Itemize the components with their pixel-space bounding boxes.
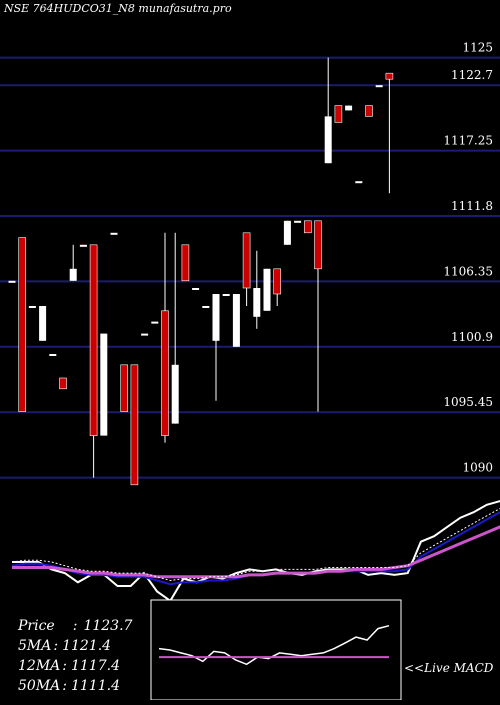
y-tick-label: 1106.35 (443, 264, 493, 278)
macd-frame (150, 599, 402, 701)
candle-body (242, 232, 251, 289)
chart-title: NSE 764HUDCO31_N8 munafasutra.pro (3, 2, 232, 15)
candle-body (365, 105, 373, 117)
candle-body (151, 321, 159, 324)
price-label: Price:1123.7 (17, 618, 133, 634)
candle-body (49, 354, 57, 356)
candle-body (212, 294, 220, 341)
y-tick-label: 1122.7 (451, 68, 493, 82)
ma50-label: 50MA:1111.4 (18, 678, 120, 694)
candle-body (110, 232, 118, 235)
candle-body (253, 288, 261, 317)
candle-body (89, 244, 98, 436)
candle-body (28, 306, 36, 308)
macd-label: <<Live MACD (404, 661, 494, 675)
ma5-label: 5MA:1121.4 (18, 638, 111, 654)
candle-body (355, 181, 363, 184)
y-tick-label: 1125 (462, 41, 493, 55)
candle-body (8, 280, 16, 283)
indicator-dotted-line (11, 507, 500, 582)
info-panel: Price:1123.7 5MA:1121.4 12MA:1117.4 50MA… (17, 618, 133, 694)
candle-body (100, 333, 108, 436)
ma12-label: 12MA:1117.4 (18, 658, 120, 674)
y-tick-label: 1090 (462, 461, 493, 475)
candle-body (314, 220, 322, 270)
candle-body (120, 364, 128, 412)
y-tick-label: 1111.8 (451, 199, 493, 213)
candle-body (324, 116, 332, 164)
candle-body (345, 105, 353, 111)
candle-body (263, 268, 271, 311)
candle-body (171, 364, 179, 424)
candle-body (375, 85, 383, 88)
macd-panel (150, 599, 402, 701)
candle-body (222, 294, 230, 296)
candle-body (232, 294, 240, 347)
candle-body (385, 72, 394, 80)
macd-line (158, 624, 390, 666)
candle-body (130, 364, 139, 486)
candle-body (161, 310, 169, 436)
candle-body (181, 244, 190, 282)
candlesticks (8, 57, 394, 486)
candle-body (283, 220, 291, 245)
y-tick-label: 1117.25 (443, 134, 493, 148)
y-tick-label: 1095.45 (443, 395, 493, 409)
candle-body (18, 237, 27, 412)
candle-body (39, 306, 47, 341)
candle-body (303, 220, 312, 234)
indicator-line (12, 525, 500, 579)
candle-body (192, 288, 200, 290)
candle-body (69, 268, 77, 281)
candle-body (79, 244, 87, 247)
candle-body (202, 306, 210, 308)
y-tick-label: 1100.9 (451, 330, 493, 344)
candle-body (59, 377, 67, 390)
indicator-lines (11, 500, 500, 603)
candle-body (334, 105, 343, 123)
candle-body (141, 333, 149, 336)
candle-body (273, 268, 282, 295)
candle-body (294, 220, 302, 223)
